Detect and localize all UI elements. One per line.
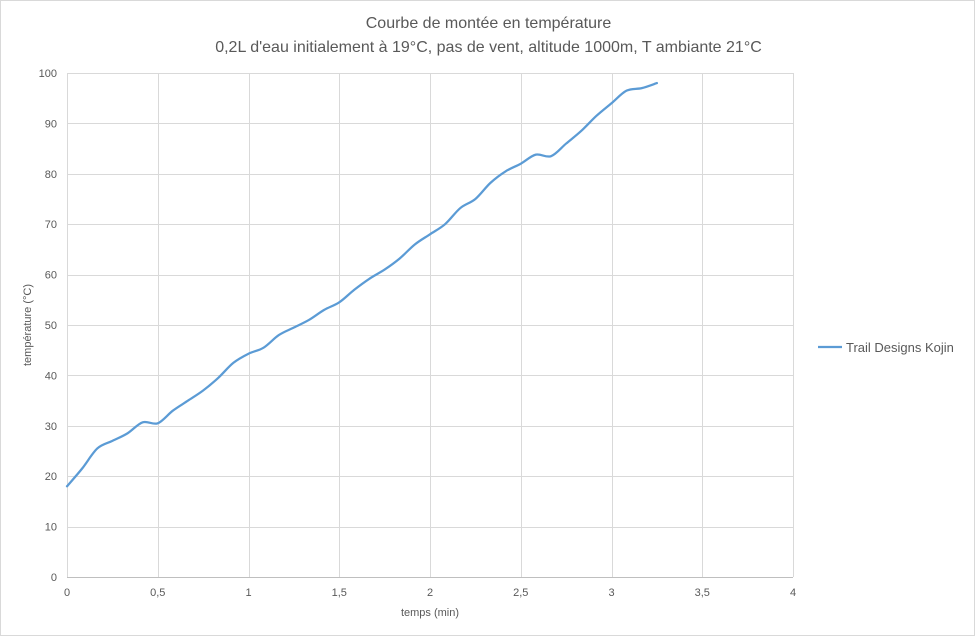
x-tick-label: 3,5 [695,587,710,599]
y-tick-label: 50 [45,320,57,332]
y-tick-label: 30 [45,421,57,433]
x-tick-label: 1,5 [332,587,347,599]
x-gridlines [67,73,794,578]
x-tick-label: 4 [790,587,796,599]
x-tick-label: 2,5 [513,587,528,599]
y-tick-label: 40 [45,370,57,382]
x-tick-label: 0 [64,587,70,599]
x-tick-label: 0,5 [150,587,165,599]
chart-subtitle: 0,2L d'eau initialement à 19°C, pas de v… [215,39,762,56]
y-tick-labels: 0 10 20 30 40 50 60 70 80 90 100 [39,68,57,584]
chart-title: Courbe de montée en température [366,15,612,32]
legend: Trail Designs Kojin [818,340,954,355]
y-tick-label: 0 [51,572,57,584]
y-tick-label: 70 [45,219,57,231]
series-line [65,81,659,488]
x-tick-label: 3 [608,587,614,599]
legend-label: Trail Designs Kojin [846,340,954,355]
y-tick-label: 100 [39,68,57,80]
y-tick-label: 90 [45,118,57,130]
y-axis-title: température (°C) [22,284,34,366]
x-tick-label: 1 [245,587,251,599]
y-tick-label: 20 [45,471,57,483]
series-layer [65,81,659,488]
y-tick-label: 60 [45,270,57,282]
x-axis-title: temps (min) [401,607,459,619]
x-tick-label: 2 [427,587,433,599]
x-tick-labels: 0 0,5 1 1,5 2 2,5 3 3,5 4 [64,587,796,599]
y-tick-label: 10 [45,522,57,534]
y-tick-label: 80 [45,169,57,181]
